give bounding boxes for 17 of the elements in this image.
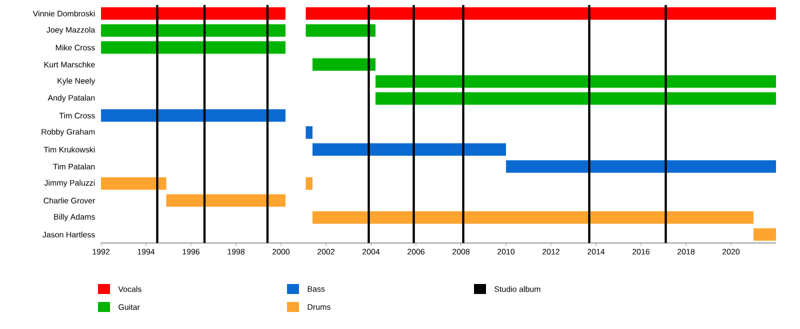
bar [306, 126, 313, 139]
bar [101, 177, 166, 190]
bar [754, 228, 776, 241]
bar [376, 92, 776, 105]
bar [306, 24, 376, 37]
bar [306, 7, 776, 20]
bar [312, 58, 376, 71]
bar [306, 177, 313, 190]
bar [376, 75, 776, 88]
bar [312, 211, 754, 224]
bar [166, 194, 286, 207]
bar [101, 24, 286, 37]
bar [506, 160, 776, 173]
bar [101, 109, 286, 122]
bar [312, 143, 506, 156]
bar [101, 41, 286, 54]
bar [101, 7, 286, 20]
